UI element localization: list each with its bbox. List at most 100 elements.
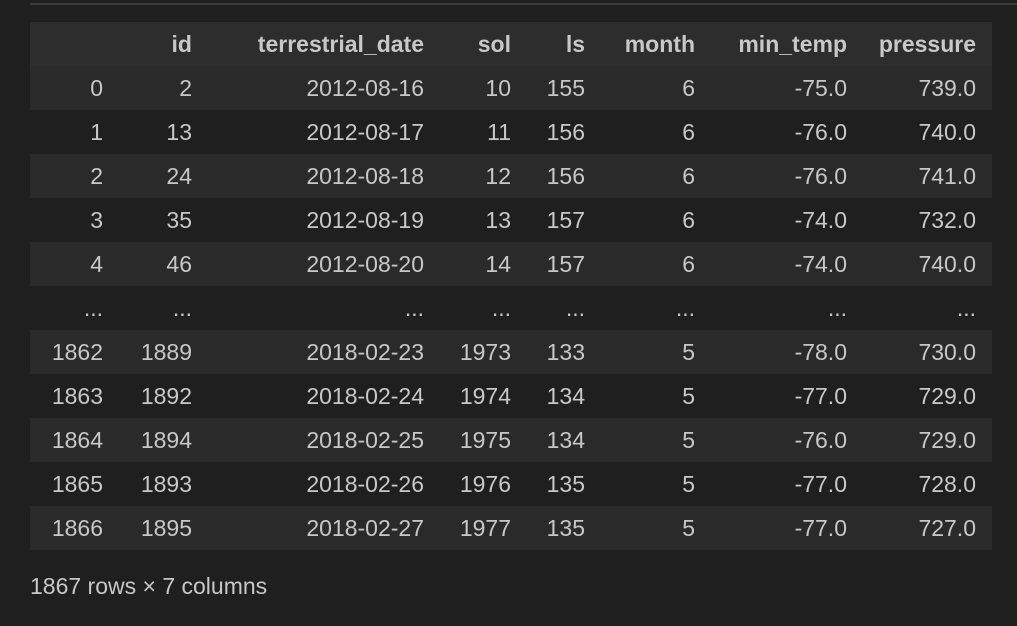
table-row: 1 13 2012-08-17 11 156 6 -76.0 740.0 (30, 110, 992, 154)
id-cell: 46 (166, 250, 192, 277)
min-temp-cell: -74.0 (794, 206, 847, 233)
pressure-cell: 727.0 (918, 514, 976, 541)
index-cell: 1 (90, 118, 103, 145)
column-header-pressure: pressure (878, 30, 976, 57)
table-row: 4 46 2012-08-20 14 157 6 -74.0 740.0 (30, 242, 992, 286)
sol-cell: 10 (485, 74, 511, 101)
table-row: 1864 1894 2018-02-25 1975 134 5 -76.0 729.0 (30, 418, 992, 462)
cell-output: id terrestrial_date sol ls month min_tem… (30, 22, 992, 550)
ls-cell: 157 (546, 206, 585, 233)
month-cell: 5 (682, 382, 695, 409)
index-cell: 2 (90, 162, 103, 189)
month-cell: 5 (682, 514, 695, 541)
pressure-cell: 730.0 (918, 338, 976, 365)
ls-cell: 156 (546, 162, 585, 189)
sol-cell: 1974 (459, 382, 511, 409)
table-row: 1862 1889 2018-02-23 1973 133 5 -78.0 730.0 (30, 330, 992, 374)
sol-cell: 1977 (459, 514, 511, 541)
column-header-ls: ls (565, 30, 585, 57)
id-cell: 1889 (140, 338, 192, 365)
terrestrial-date-cell: 2012-08-20 (306, 250, 424, 277)
column-header-min-temp: min_temp (738, 30, 847, 57)
index-cell: 0 (90, 74, 103, 101)
sol-cell: 1976 (459, 470, 511, 497)
table-row: ........................ (30, 286, 992, 330)
table-row: 1866 1895 2018-02-27 1977 135 5 -77.0 727.0 (30, 506, 992, 550)
terrestrial-date-cell: 2018-02-27 (306, 514, 424, 541)
terrestrial-date-cell: 2018-02-26 (306, 470, 424, 497)
sol-cell: 14 (485, 250, 511, 277)
table-row: 2 24 2012-08-18 12 156 6 -76.0 741.0 (30, 154, 992, 198)
column-header-terrestrial-date: terrestrial_date (257, 30, 424, 57)
month-cell: 5 (682, 338, 695, 365)
index-cell: ... (83, 294, 103, 321)
terrestrial-date-cell: 2018-02-24 (306, 382, 424, 409)
id-cell: ... (172, 294, 192, 321)
ls-cell: ... (565, 294, 585, 321)
table-row: 1865 1893 2018-02-26 1976 135 5 -77.0 728.0 (30, 462, 992, 506)
month-cell: 6 (682, 118, 695, 145)
table-row: 3 35 2012-08-19 13 157 6 -74.0 732.0 (30, 198, 992, 242)
min-temp-cell: -76.0 (794, 118, 847, 145)
pressure-cell: 740.0 (918, 118, 976, 145)
sol-cell: ... (491, 294, 511, 321)
ls-cell: 134 (546, 382, 585, 409)
month-cell: 5 (682, 470, 695, 497)
min-temp-cell: -75.0 (794, 74, 847, 101)
sol-cell: 1975 (459, 426, 511, 453)
index-cell: 1866 (51, 514, 103, 541)
id-cell: 1892 (140, 382, 192, 409)
terrestrial-date-cell: 2018-02-25 (306, 426, 424, 453)
id-cell: 13 (166, 118, 192, 145)
min-temp-cell: -74.0 (794, 250, 847, 277)
terrestrial-date-cell: 2012-08-19 (306, 206, 424, 233)
pressure-cell: 741.0 (918, 162, 976, 189)
terrestrial-date-cell: 2018-02-23 (306, 338, 424, 365)
min-temp-cell: -77.0 (794, 470, 847, 497)
index-cell: 4 (90, 250, 103, 277)
ls-cell: 156 (546, 118, 585, 145)
pressure-cell: 740.0 (918, 250, 976, 277)
sol-cell: 1973 (459, 338, 511, 365)
month-cell: ... (675, 294, 695, 321)
pressure-cell: 728.0 (918, 470, 976, 497)
terrestrial-date-cell: 2012-08-17 (306, 118, 424, 145)
month-cell: 5 (682, 426, 695, 453)
sol-cell: 11 (487, 118, 511, 145)
index-cell: 1864 (51, 426, 103, 453)
min-temp-cell: -78.0 (794, 338, 847, 365)
header-row: id terrestrial_date sol ls month min_tem… (30, 22, 992, 66)
month-cell: 6 (682, 162, 695, 189)
pressure-cell: 732.0 (918, 206, 976, 233)
ls-cell: 157 (546, 250, 585, 277)
column-header-id: id (171, 30, 192, 57)
index-header (30, 22, 119, 66)
sol-cell: 13 (485, 206, 511, 233)
min-temp-cell: -77.0 (794, 382, 847, 409)
pressure-cell: 729.0 (918, 382, 976, 409)
column-header-sol: sol (477, 30, 511, 57)
index-cell: 3 (90, 206, 103, 233)
ls-cell: 133 (546, 338, 585, 365)
pressure-cell: ... (956, 294, 976, 321)
month-cell: 6 (682, 206, 695, 233)
table-row: 0 2 2012-08-16 10 155 6 -75.0 739.0 (30, 66, 992, 110)
index-cell: 1863 (51, 382, 103, 409)
id-cell: 1895 (140, 514, 192, 541)
id-cell: 35 (166, 206, 192, 233)
terrestrial-date-cell: 2012-08-16 (306, 74, 424, 101)
id-cell: 1893 (140, 470, 192, 497)
pressure-cell: 729.0 (918, 426, 976, 453)
dataframe-table: id terrestrial_date sol ls month min_tem… (30, 22, 992, 550)
ls-cell: 155 (546, 74, 585, 101)
terrestrial-date-cell: ... (404, 294, 424, 321)
id-cell: 24 (166, 162, 192, 189)
min-temp-cell: -76.0 (794, 426, 847, 453)
month-cell: 6 (682, 74, 695, 101)
month-cell: 6 (682, 250, 695, 277)
table-row: 1863 1892 2018-02-24 1974 134 5 -77.0 729.0 (30, 374, 992, 418)
index-cell: 1865 (51, 470, 103, 497)
min-temp-cell: -77.0 (794, 514, 847, 541)
id-cell: 1894 (140, 426, 192, 453)
ls-cell: 135 (546, 470, 585, 497)
